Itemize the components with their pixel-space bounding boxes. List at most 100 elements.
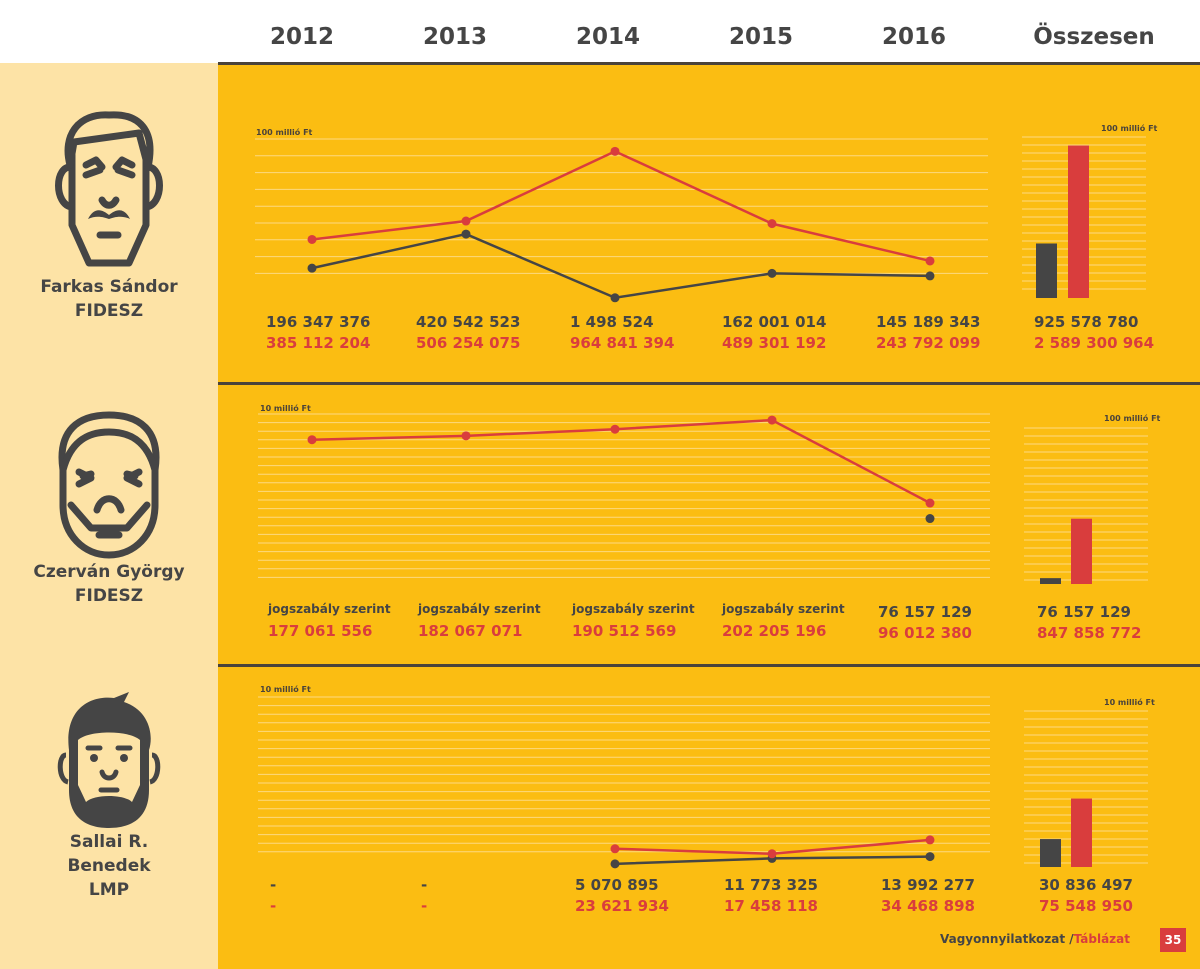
value-dark-2014: 5 070 895 [575,876,659,894]
red-series-line [311,418,931,505]
dark-data-point [925,271,935,281]
dark-data-point [307,263,317,273]
value-dark-2016: 145 189 343 [876,313,981,331]
value-red-2012: - [270,897,277,915]
total-scale-label: 100 millió Ft [1101,124,1158,133]
value-dark-2013: 420 542 523 [416,313,521,331]
red-data-point [307,234,317,244]
value-dark-2015: jogszabály szerint [722,602,845,616]
total-bar-red [1071,798,1092,867]
total-scale-label: 10 millió Ft [1104,698,1155,707]
total-bar-red [1071,518,1092,584]
face-portrait-icon [57,692,161,828]
person-party: FIDESZ [74,586,144,606]
value-red-2013: - [421,897,428,915]
value-red-2015: 202 205 196 [722,622,827,640]
section-divider [218,382,1200,385]
value-red-2013: 182 067 071 [418,622,523,640]
red-data-point [925,498,935,508]
value-red-2016: 243 792 099 [876,334,981,352]
footer-caption: Vagyonnyilatkozat /Táblázat [940,932,1130,946]
page-number-badge: 35 [1160,928,1186,952]
value-dark-2014: 1 498 524 [570,313,654,331]
value-dark-2012: - [270,876,277,894]
value-red-2012: 177 061 556 [268,622,373,640]
red-data-point [767,849,777,859]
total-bar-dark [1036,243,1057,298]
value-dark-2015: 162 001 014 [722,313,827,331]
face-portrait-icon [55,111,163,267]
red-data-point [461,431,471,441]
total-bar-red [1068,145,1089,298]
value-dark-2012: jogszabály szerint [268,602,391,616]
person-name-line2: Benedek [67,856,151,876]
dark-data-point [610,859,620,869]
header-divider [218,62,1200,65]
value-dark-2012: 196 347 376 [266,313,371,331]
value-red-2014: 190 512 569 [572,622,677,640]
value-dark-2016: 13 992 277 [881,876,975,894]
line-scale-label: 10 millió Ft [260,685,311,694]
header: 2012 2013 2014 2015 2016 Összesen [0,0,1200,63]
value-dark-2015: 11 773 325 [724,876,818,894]
column-header-2014: 2014 [575,24,640,50]
value-dark-2016: 76 157 129 [878,603,972,621]
value-red-2014: 964 841 394 [570,334,675,352]
value-dark-total: 30 836 497 [1039,876,1133,894]
value-red-2012: 385 112 204 [266,334,371,352]
footer-subtitle: Táblázat [1073,932,1130,946]
dark-data-point [610,293,620,303]
value-dark-2013: jogszabály szerint [418,602,541,616]
person-name-line1: Sallai R. [69,832,149,852]
column-header-total: Összesen [1033,24,1155,50]
line-scale-label: 100 millió Ft [256,128,313,137]
dark-data-point [925,852,935,862]
red-data-point [767,219,777,229]
red-data-point [925,835,935,845]
person-name: Czerván György [33,562,185,582]
person-farkas: Farkas Sándor FIDESZ [0,105,218,323]
face-portrait-icon [58,411,160,559]
red-data-point [307,435,317,445]
red-data-point [610,844,620,854]
person-party: FIDESZ [74,301,144,321]
person-czervan: Czerván György FIDESZ [0,410,218,608]
column-header-2013: 2013 [422,24,487,50]
red-data-point [767,415,777,425]
red-data-point [610,146,620,156]
value-red-2016: 34 468 898 [881,897,975,915]
column-header-2016: 2016 [881,24,946,50]
value-red-total: 75 548 950 [1039,897,1133,915]
value-red-total: 2 589 300 964 [1034,334,1155,352]
value-dark-2014: jogszabály szerint [572,602,695,616]
red-data-point [610,424,620,434]
line-scale-label: 10 millió Ft [260,404,311,413]
dark-series-line [311,232,931,300]
total-scale-label: 100 millió Ft [1104,414,1161,423]
value-red-2013: 506 254 075 [416,334,521,352]
person-name: Farkas Sándor [40,277,178,297]
dark-data-point [925,514,935,524]
value-red-2015: 489 301 192 [722,334,827,352]
dark-data-point [461,229,471,239]
value-dark-2013: - [421,876,428,894]
total-bar-dark [1040,839,1061,867]
red-data-point [461,216,471,226]
person-party: LMP [88,880,130,900]
red-data-point [925,256,935,266]
section-divider [218,664,1200,667]
footer-title: Vagyonnyilatkozat [939,932,1066,946]
value-dark-total: 76 157 129 [1037,603,1131,621]
value-red-2016: 96 012 380 [878,624,972,642]
footer-separator: / [1069,932,1074,946]
value-red-total: 847 858 772 [1037,624,1142,642]
dark-data-point [767,268,777,278]
value-dark-total: 925 578 780 [1034,313,1139,331]
column-header-2015: 2015 [728,24,793,50]
person-sallai: Sallai R. Benedek LMP [0,690,218,902]
value-red-2015: 17 458 118 [724,897,818,915]
value-red-2014: 23 621 934 [575,897,669,915]
column-header-2012: 2012 [269,24,334,50]
total-bar-dark [1040,578,1061,584]
